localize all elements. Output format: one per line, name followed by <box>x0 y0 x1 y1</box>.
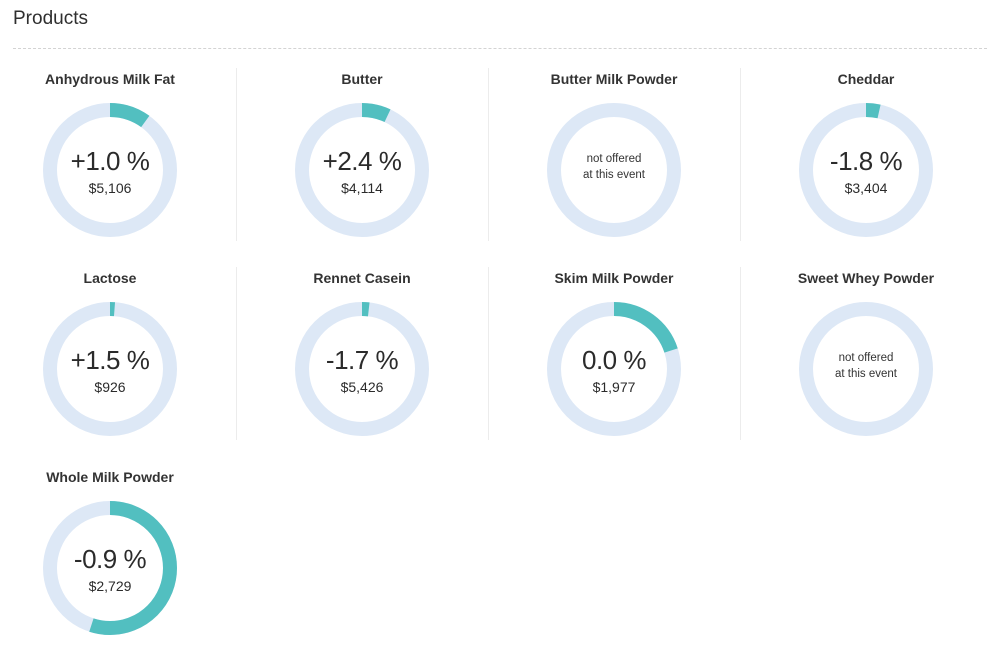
product-card[interactable]: Butter Milk Powder not offered at this eve… <box>488 68 740 241</box>
not-offered-line: at this event <box>834 368 897 380</box>
donut-fill-arc <box>295 103 429 237</box>
price-value: $1,977 <box>592 379 636 395</box>
price-change: +1.5 % <box>70 345 150 375</box>
not-offered-line: at this event <box>582 169 645 181</box>
product-card[interactable]: Whole Milk Powder -0.9 % $2,729 <box>0 466 236 639</box>
donut-track <box>547 103 681 237</box>
product-donut: -0.9 % $2,729 <box>41 499 179 637</box>
price-change: -1.8 % <box>829 146 903 176</box>
donut-chart <box>547 302 681 436</box>
donut-chart <box>799 103 933 237</box>
donut-fill-arc <box>799 103 933 237</box>
product-name: Cheddar <box>837 71 895 87</box>
products-row: Whole Milk Powder -0.9 % $2,729 <box>0 466 1000 648</box>
donut-chart <box>43 103 177 237</box>
product-name: Lactose <box>83 270 137 286</box>
product-name: Butter Milk Powder <box>550 71 678 87</box>
product-donut: -1.7 % $5,426 <box>293 300 431 438</box>
not-offered-label: not offered at this event <box>545 151 683 183</box>
donut-chart <box>799 302 933 436</box>
product-name: Whole Milk Powder <box>46 469 174 485</box>
price-value: $5,426 <box>340 379 384 395</box>
price-change: 0.0 % <box>582 345 647 375</box>
product-card[interactable]: Lactose +1.5 % $926 <box>0 267 236 440</box>
product-name: Butter <box>341 71 383 87</box>
product-donut: +1.5 % $926 <box>41 300 179 438</box>
product-card[interactable]: Rennet Casein -1.7 % $5,426 <box>236 267 488 440</box>
product-card[interactable]: Anhydrous Milk Fat +1.0 % $5,106 <box>0 68 236 241</box>
price-value: $3,404 <box>844 180 888 196</box>
products-row: Anhydrous Milk Fat +1.0 % $5,106 Butter +2.… <box>0 68 1000 267</box>
donut-fill-arc <box>43 501 177 635</box>
price-value: $4,114 <box>341 180 383 196</box>
donut-chart <box>547 103 681 237</box>
price-change: +2.4 % <box>322 146 402 176</box>
donut-chart <box>295 302 429 436</box>
product-donut: -1.8 % $3,404 <box>797 101 935 239</box>
price-change: -0.9 % <box>73 544 147 574</box>
product-card[interactable]: Sweet Whey Powder not offered at this even… <box>740 267 992 440</box>
donut-fill-arc <box>295 302 429 436</box>
product-name: Rennet Casein <box>313 270 411 286</box>
product-donut: +2.4 % $4,114 <box>293 101 431 239</box>
donut-chart <box>295 103 429 237</box>
product-name: Sweet Whey Powder <box>797 270 935 286</box>
products-grid: Anhydrous Milk Fat +1.0 % $5,106 Butter +2.… <box>0 68 1000 648</box>
donut-chart <box>43 302 177 436</box>
not-offered-line: not offered <box>586 153 642 165</box>
not-offered-line: not offered <box>838 352 894 364</box>
price-change: -1.7 % <box>325 345 399 375</box>
donut-fill-arc <box>547 302 681 436</box>
products-row: Lactose +1.5 % $926 Rennet Casein -1.7 % $5,… <box>0 267 1000 466</box>
product-card[interactable]: Cheddar -1.8 % $3,404 <box>740 68 992 241</box>
donut-chart <box>43 501 177 635</box>
donut-fill-arc <box>43 302 177 436</box>
title-divider <box>13 48 987 49</box>
product-card[interactable]: Butter +2.4 % $4,114 <box>236 68 488 241</box>
price-change: +1.0 % <box>70 146 150 176</box>
price-value: $2,729 <box>88 578 132 594</box>
price-value: $926 <box>94 379 126 395</box>
product-name: Anhydrous Milk Fat <box>45 71 175 87</box>
not-offered-label: not offered at this event <box>797 350 935 382</box>
donut-track <box>799 302 933 436</box>
price-value: $5,106 <box>88 180 132 196</box>
product-name: Skim Milk Powder <box>554 270 674 286</box>
product-donut: +1.0 % $5,106 <box>41 101 179 239</box>
page-title: Products <box>13 8 88 29</box>
donut-fill-arc <box>43 103 177 237</box>
product-donut: not offered at this event <box>545 101 683 239</box>
product-donut: 0.0 % $1,977 <box>545 300 683 438</box>
product-card[interactable]: Skim Milk Powder 0.0 % $1,977 <box>488 267 740 440</box>
product-donut: not offered at this event <box>797 300 935 438</box>
